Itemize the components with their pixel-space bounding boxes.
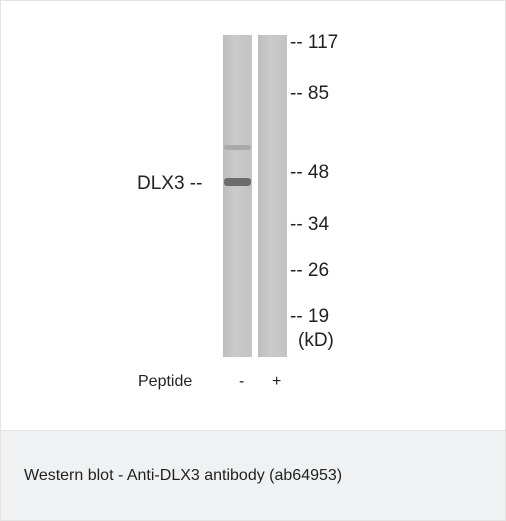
- marker-label: -- 26: [290, 261, 329, 280]
- lane: [223, 35, 252, 357]
- unit-label: (kD): [298, 331, 334, 350]
- marker-label: -- 48: [290, 163, 329, 182]
- page: -- 117 -- 85 -- 48 -- 34 -- 26 -- 19 (kD…: [0, 0, 506, 521]
- caption-bar: Western blot - Anti-DLX3 antibody (ab649…: [1, 430, 505, 521]
- marker-label: -- 34: [290, 215, 329, 234]
- lane-label: -: [239, 374, 244, 390]
- caption: Western blot - Anti-DLX3 antibody (ab649…: [24, 467, 342, 485]
- blot-image: -- 117 -- 85 -- 48 -- 34 -- 26 -- 19 (kD…: [1, 1, 505, 430]
- band: [224, 178, 251, 186]
- marker-label: -- 19: [290, 307, 329, 326]
- row-label: Peptide: [138, 374, 192, 390]
- band-label: DLX3 --: [137, 174, 202, 193]
- band: [224, 145, 251, 150]
- lane: [258, 35, 287, 357]
- marker-label: -- 117: [290, 33, 338, 52]
- marker-label: -- 85: [290, 84, 329, 103]
- lane-label: +: [272, 374, 281, 390]
